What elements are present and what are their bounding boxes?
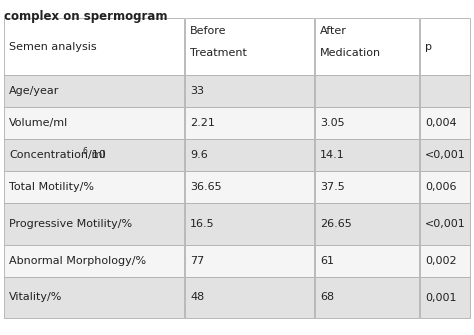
Text: Age/year: Age/year [9, 86, 59, 96]
Bar [4, 171, 184, 203]
Text: After: After [320, 26, 347, 36]
Bar [185, 245, 314, 277]
Text: Progressive Motility/%: Progressive Motility/% [9, 219, 132, 229]
Bar [420, 277, 470, 318]
Bar [4, 75, 184, 107]
Bar [315, 75, 419, 107]
Bar [420, 171, 470, 203]
Bar [420, 107, 470, 139]
Bar [315, 245, 419, 277]
Bar [185, 18, 314, 75]
Bar [185, 107, 314, 139]
Text: <0,001: <0,001 [425, 150, 466, 160]
Bar [315, 277, 419, 318]
Bar [185, 203, 314, 245]
Bar [185, 171, 314, 203]
Bar [4, 245, 184, 277]
Bar [4, 18, 184, 75]
Text: Medication: Medication [320, 48, 381, 58]
Bar [315, 139, 419, 171]
Bar [185, 277, 314, 318]
Text: Volume/ml: Volume/ml [9, 118, 68, 128]
Bar [4, 203, 184, 245]
Text: Before: Before [190, 26, 227, 36]
Text: <0,001: <0,001 [425, 219, 466, 229]
Bar [4, 139, 184, 171]
Text: Treatment: Treatment [190, 48, 247, 58]
Text: 0,006: 0,006 [425, 182, 456, 192]
Text: 2.21: 2.21 [190, 118, 215, 128]
Bar [185, 139, 314, 171]
Bar [315, 203, 419, 245]
Text: Abnormal Morphology/%: Abnormal Morphology/% [9, 256, 146, 266]
Bar [4, 277, 184, 318]
Bar [4, 107, 184, 139]
Bar [315, 107, 419, 139]
Text: 68: 68 [320, 292, 334, 303]
Text: Vitality/%: Vitality/% [9, 292, 63, 303]
Text: 0,002: 0,002 [425, 256, 456, 266]
Text: 48: 48 [190, 292, 204, 303]
Text: Semen analysis: Semen analysis [9, 42, 97, 52]
Text: Concentration/10: Concentration/10 [9, 150, 106, 160]
Text: 26.65: 26.65 [320, 219, 352, 229]
Bar [420, 139, 470, 171]
Text: 37.5: 37.5 [320, 182, 345, 192]
Text: 9.6: 9.6 [190, 150, 208, 160]
Bar [420, 245, 470, 277]
Text: 61: 61 [320, 256, 334, 266]
Text: p: p [425, 42, 432, 52]
Bar [315, 171, 419, 203]
Text: 77: 77 [190, 256, 204, 266]
Text: Total Motility/%: Total Motility/% [9, 182, 94, 192]
Text: 0,001: 0,001 [425, 292, 456, 303]
Text: 14.1: 14.1 [320, 150, 345, 160]
Text: 36.65: 36.65 [190, 182, 222, 192]
Text: 0,004: 0,004 [425, 118, 456, 128]
Text: 33: 33 [190, 86, 204, 96]
Bar [420, 75, 470, 107]
Bar [315, 18, 419, 75]
Text: ml: ml [88, 150, 105, 160]
Text: 16.5: 16.5 [190, 219, 215, 229]
Bar [185, 75, 314, 107]
Bar [420, 18, 470, 75]
Text: complex on spermogram: complex on spermogram [4, 10, 167, 23]
Bar [420, 203, 470, 245]
Text: 6: 6 [82, 146, 88, 155]
Text: 3.05: 3.05 [320, 118, 345, 128]
